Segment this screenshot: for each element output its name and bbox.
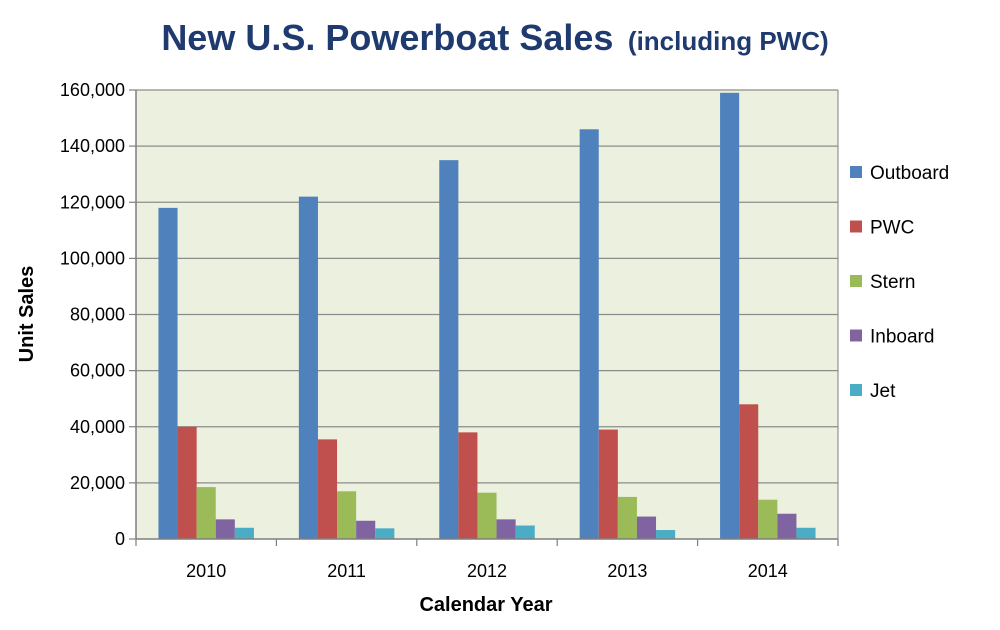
bar-outboard-2013 (579, 129, 599, 539)
bar-jet-2014 (796, 527, 816, 539)
y-tick-label: 60,000 (70, 361, 125, 381)
axes (129, 89, 839, 546)
bar-pwc-2010 (177, 426, 197, 539)
legend-swatch-pwc (850, 220, 862, 233)
bar-stern-2013 (617, 496, 637, 539)
y-tick-label: 20,000 (70, 473, 125, 493)
y-tick-label: 160,000 (60, 80, 125, 100)
bar-stern-2010 (196, 487, 216, 539)
x-tick-label: 2010 (186, 561, 226, 581)
bar-pwc-2011 (317, 439, 338, 539)
chart-title-main: New U.S. Powerboat Sales (161, 17, 613, 58)
bar-jet-2013 (656, 530, 676, 539)
x-tick-label: 2012 (467, 561, 507, 581)
bar-jet-2012 (515, 525, 535, 539)
y-tick-label: 140,000 (60, 136, 125, 156)
legend-label-outboard: Outboard (870, 163, 949, 184)
y-tick-label: 80,000 (70, 305, 125, 325)
bar-outboard-2010 (158, 207, 178, 540)
bar-jet-2011 (375, 528, 395, 539)
y-tick-label: 100,000 (60, 248, 125, 268)
bar-inboard-2010 (215, 519, 235, 539)
bar-inboard-2014 (777, 513, 797, 539)
x-tick-labels: 2010 2011 2012 2013 2014 (186, 561, 788, 581)
y-tick-labels: 0 20,000 40,000 60,000 80,000 100,000 120,000 1… (60, 80, 125, 549)
bar-inboard-2012 (496, 519, 516, 539)
y-axis-title: Unit Sales (16, 266, 38, 363)
bar-pwc-2012 (458, 432, 478, 539)
chart-title: New U.S. Powerboat Sales (including PWC) (161, 17, 828, 58)
bar-outboard-2012 (439, 160, 459, 539)
bars (158, 92, 816, 540)
y-tick-label: 40,000 (70, 417, 125, 437)
legend-label-pwc: PWC (870, 218, 914, 239)
chart-subtitle: (including PWC) (628, 26, 829, 56)
legend-swatch-inboard (850, 329, 862, 342)
bar-inboard-2013 (636, 516, 657, 539)
bar-outboard-2014 (720, 92, 740, 540)
x-tick-label: 2011 (327, 561, 366, 581)
legend-label-stern: Stern (870, 272, 915, 293)
legend-swatch-outboard (850, 166, 862, 178)
x-tick-label: 2014 (748, 561, 788, 581)
y-tick-label: 0 (115, 529, 125, 549)
legend-label-jet: Jet (870, 381, 896, 402)
y-tick-label: 120,000 (60, 192, 125, 212)
bar-stern-2012 (477, 492, 497, 539)
x-tick-label: 2013 (607, 561, 647, 581)
bar-pwc-2014 (739, 404, 759, 539)
x-axis-title: Calendar Year (419, 594, 552, 616)
bar-inboard-2011 (356, 520, 376, 539)
bar-outboard-2011 (298, 196, 318, 539)
bar-jet-2010 (234, 527, 254, 539)
bar-pwc-2013 (598, 429, 618, 539)
legend-swatch-jet (850, 384, 862, 396)
bar-stern-2014 (758, 499, 778, 539)
legend-swatch-stern (850, 275, 862, 287)
legend: Outboard PWC Stern Inboard Jet (850, 163, 949, 402)
bar-stern-2011 (337, 491, 357, 539)
legend-label-inboard: Inboard (870, 327, 934, 348)
